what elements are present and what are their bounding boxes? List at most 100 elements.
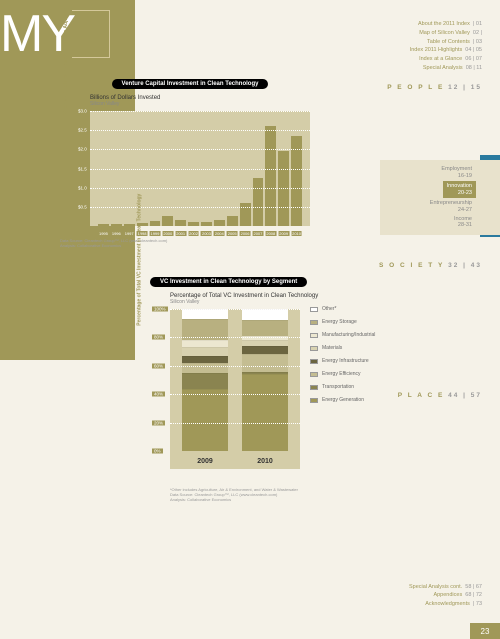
chart1-ytick: $2.0 <box>76 147 89 152</box>
place-section[interactable]: P L A C E 44 | 57 <box>398 392 482 399</box>
toc-line[interactable]: About the 2011 Index | 01 <box>380 20 482 29</box>
chart2-plot: Percentage of Total VC Investment in Cle… <box>170 309 300 469</box>
chart2-title: VC Investment in Clean Technology by Seg… <box>150 277 307 287</box>
chart1-ytick: $1.5 <box>76 166 89 171</box>
chart1-ytick: $0.5 <box>76 204 89 209</box>
chart1-xlabel: 2005 <box>227 231 238 236</box>
chart1-xlabel: 1995 <box>98 231 109 236</box>
chart1-container: Venture Capital Investment in Clean Tech… <box>60 72 320 248</box>
chart1-bar: 2000 <box>162 216 173 226</box>
chart1-bar: 2005 <box>227 216 238 226</box>
economy-item[interactable]: Employment16-19 <box>441 166 472 179</box>
chart1-xlabel: 1997 <box>124 231 135 236</box>
right-column: About the 2011 Index | 01Map of Silicon … <box>380 0 500 639</box>
chart2-legend-item: Energy Efficiency <box>310 371 375 377</box>
chart1-bar: 2003 <box>201 222 212 226</box>
economy-block: Employment16-19 Innovation20-23 Entreprene… <box>380 160 500 235</box>
chart1-bar: 1996 <box>111 224 122 226</box>
chart2-ytick: 100% <box>152 307 168 312</box>
chart2-legend-item: Energy Generation <box>310 397 375 403</box>
chart2-ytick: 80% <box>152 335 165 340</box>
chart2-legend-item: Manufacturing/Industrial <box>310 332 375 338</box>
people-section[interactable]: P E O P L E 12 | 15 <box>380 83 482 93</box>
chart2-segment <box>182 389 228 451</box>
chart1-bar: 1995 <box>98 224 109 226</box>
toc-line[interactable]: Appendices 68 | 72 <box>409 591 482 600</box>
toc-line[interactable]: Special Analysis 08 | 11 <box>380 64 482 73</box>
chart1-bar: 2002 <box>188 222 199 226</box>
chart1-xlabel: 2006 <box>240 231 251 236</box>
chart1-title: Venture Capital Investment in Clean Tech… <box>112 79 269 89</box>
toc-top: About the 2011 Index | 01Map of Silicon … <box>380 0 500 93</box>
economy-item[interactable]: Innovation20-23 <box>443 181 476 198</box>
society-section[interactable]: S O C I E T Y 32 | 43 <box>379 262 482 269</box>
chart1-xlabel: 2010 <box>291 231 302 236</box>
chart2-segment <box>242 374 288 451</box>
chart2-column: 2009 <box>182 309 228 451</box>
chart1-ytick: $1.0 <box>76 185 89 190</box>
chart2-legend-item: Transportation <box>310 384 375 390</box>
chart2-segment <box>182 347 228 356</box>
chart2-container: VC Investment in Clean Technology by Seg… <box>120 270 380 503</box>
chart2-ytick: 60% <box>152 363 165 368</box>
chart2-columns: 2009 2010 <box>182 309 288 451</box>
chart2-legend-item: Energy Infrastructure <box>310 358 375 364</box>
chart2-segment <box>242 346 288 355</box>
chart1-xlabel: 2003 <box>201 231 212 236</box>
chart2-segment <box>182 340 228 347</box>
chart1-xlabel: 2004 <box>214 231 225 236</box>
chart1-bar: 1999 <box>150 221 161 226</box>
chart2-segment <box>242 309 288 320</box>
chart2-segment <box>242 320 288 336</box>
chart1-xlabel: 2001 <box>175 231 186 236</box>
chart2-segment <box>182 356 228 363</box>
chart2-legend-item: Energy Storage <box>310 319 375 325</box>
chart1-xlabel: 1999 <box>149 231 160 236</box>
chart1-ytick: $2.5 <box>76 128 89 133</box>
chart1-bar: 1997 <box>124 224 135 226</box>
chart2-segment <box>242 354 288 371</box>
chart2-note: *Other includes Agriculture, Air & Envir… <box>170 487 380 503</box>
page-number: 23 <box>470 623 500 639</box>
chart2-ytick: 40% <box>152 392 165 397</box>
chart2-segment <box>182 373 228 389</box>
toc-line[interactable]: Index 2011 Highlights 04 | 05 <box>380 46 482 55</box>
chart2-segment <box>182 309 228 319</box>
chart1-source: Data Source: Cleantech Group™, LLC (www.… <box>60 238 320 248</box>
economy-items: Employment16-19 Innovation20-23 Entreprene… <box>380 160 500 235</box>
chart2-column: 2010 <box>242 309 288 451</box>
toc-line[interactable]: Special Analysis cont. 58 | 67 <box>409 583 482 592</box>
chart1-xlabel: 2009 <box>278 231 289 236</box>
toc-line[interactable]: Index at a Glance 06 | 07 <box>380 55 482 64</box>
toc-bottom: Special Analysis cont. 58 | 67Appendices… <box>409 583 482 609</box>
chart2-legend-item: Other* <box>310 306 375 312</box>
chart1-bar: 2008 <box>265 126 276 226</box>
chart2-segment <box>182 363 228 373</box>
my-box-decoration <box>72 10 110 58</box>
chart2-ytick: 20% <box>152 420 165 425</box>
chart1-ytick: $3.0 <box>76 109 89 114</box>
chart2-year-label: 2009 <box>197 458 213 465</box>
toc-line[interactable]: Table of Contents | 03 <box>380 38 482 47</box>
chart1-xlabel: 2002 <box>188 231 199 236</box>
economy-item[interactable]: Income28-31 <box>454 216 472 229</box>
chart2-legend: Other* Energy Storage Manufacturing/Indust… <box>310 306 375 403</box>
chart1-xlabel: 2007 <box>252 231 263 236</box>
toc-line[interactable]: Map of Silicon Valley 02 | <box>380 29 482 38</box>
chart1-bar: 2004 <box>214 220 225 226</box>
chart1-xlabel: 2008 <box>265 231 276 236</box>
chart1-bar: 2007 <box>253 178 264 226</box>
toc-line[interactable]: Acknowledgments | 73 <box>409 600 482 609</box>
economy-item[interactable]: Entrepreneurship24-27 <box>430 200 472 213</box>
chart2-location: Silicon Valley <box>170 299 380 305</box>
page: MY Venture Capital Investment in Clean T… <box>0 0 500 639</box>
chart1-ylabel: Billions of Dollars Invested (Inflation … <box>63 5 69 116</box>
chart1-location: Silicon Valley <box>90 101 320 107</box>
chart1-xlabel: 2000 <box>162 231 173 236</box>
chart2-year-label: 2010 <box>257 458 273 465</box>
chart2-ytick: 0% <box>152 449 163 454</box>
chart1-bar: 2001 <box>175 220 186 226</box>
chart2-legend-item: Materials <box>310 345 375 351</box>
chart2-ylabel: Percentage of Total VC Investment in Cle… <box>137 194 143 326</box>
chart1-xlabel: 1996 <box>111 231 122 236</box>
